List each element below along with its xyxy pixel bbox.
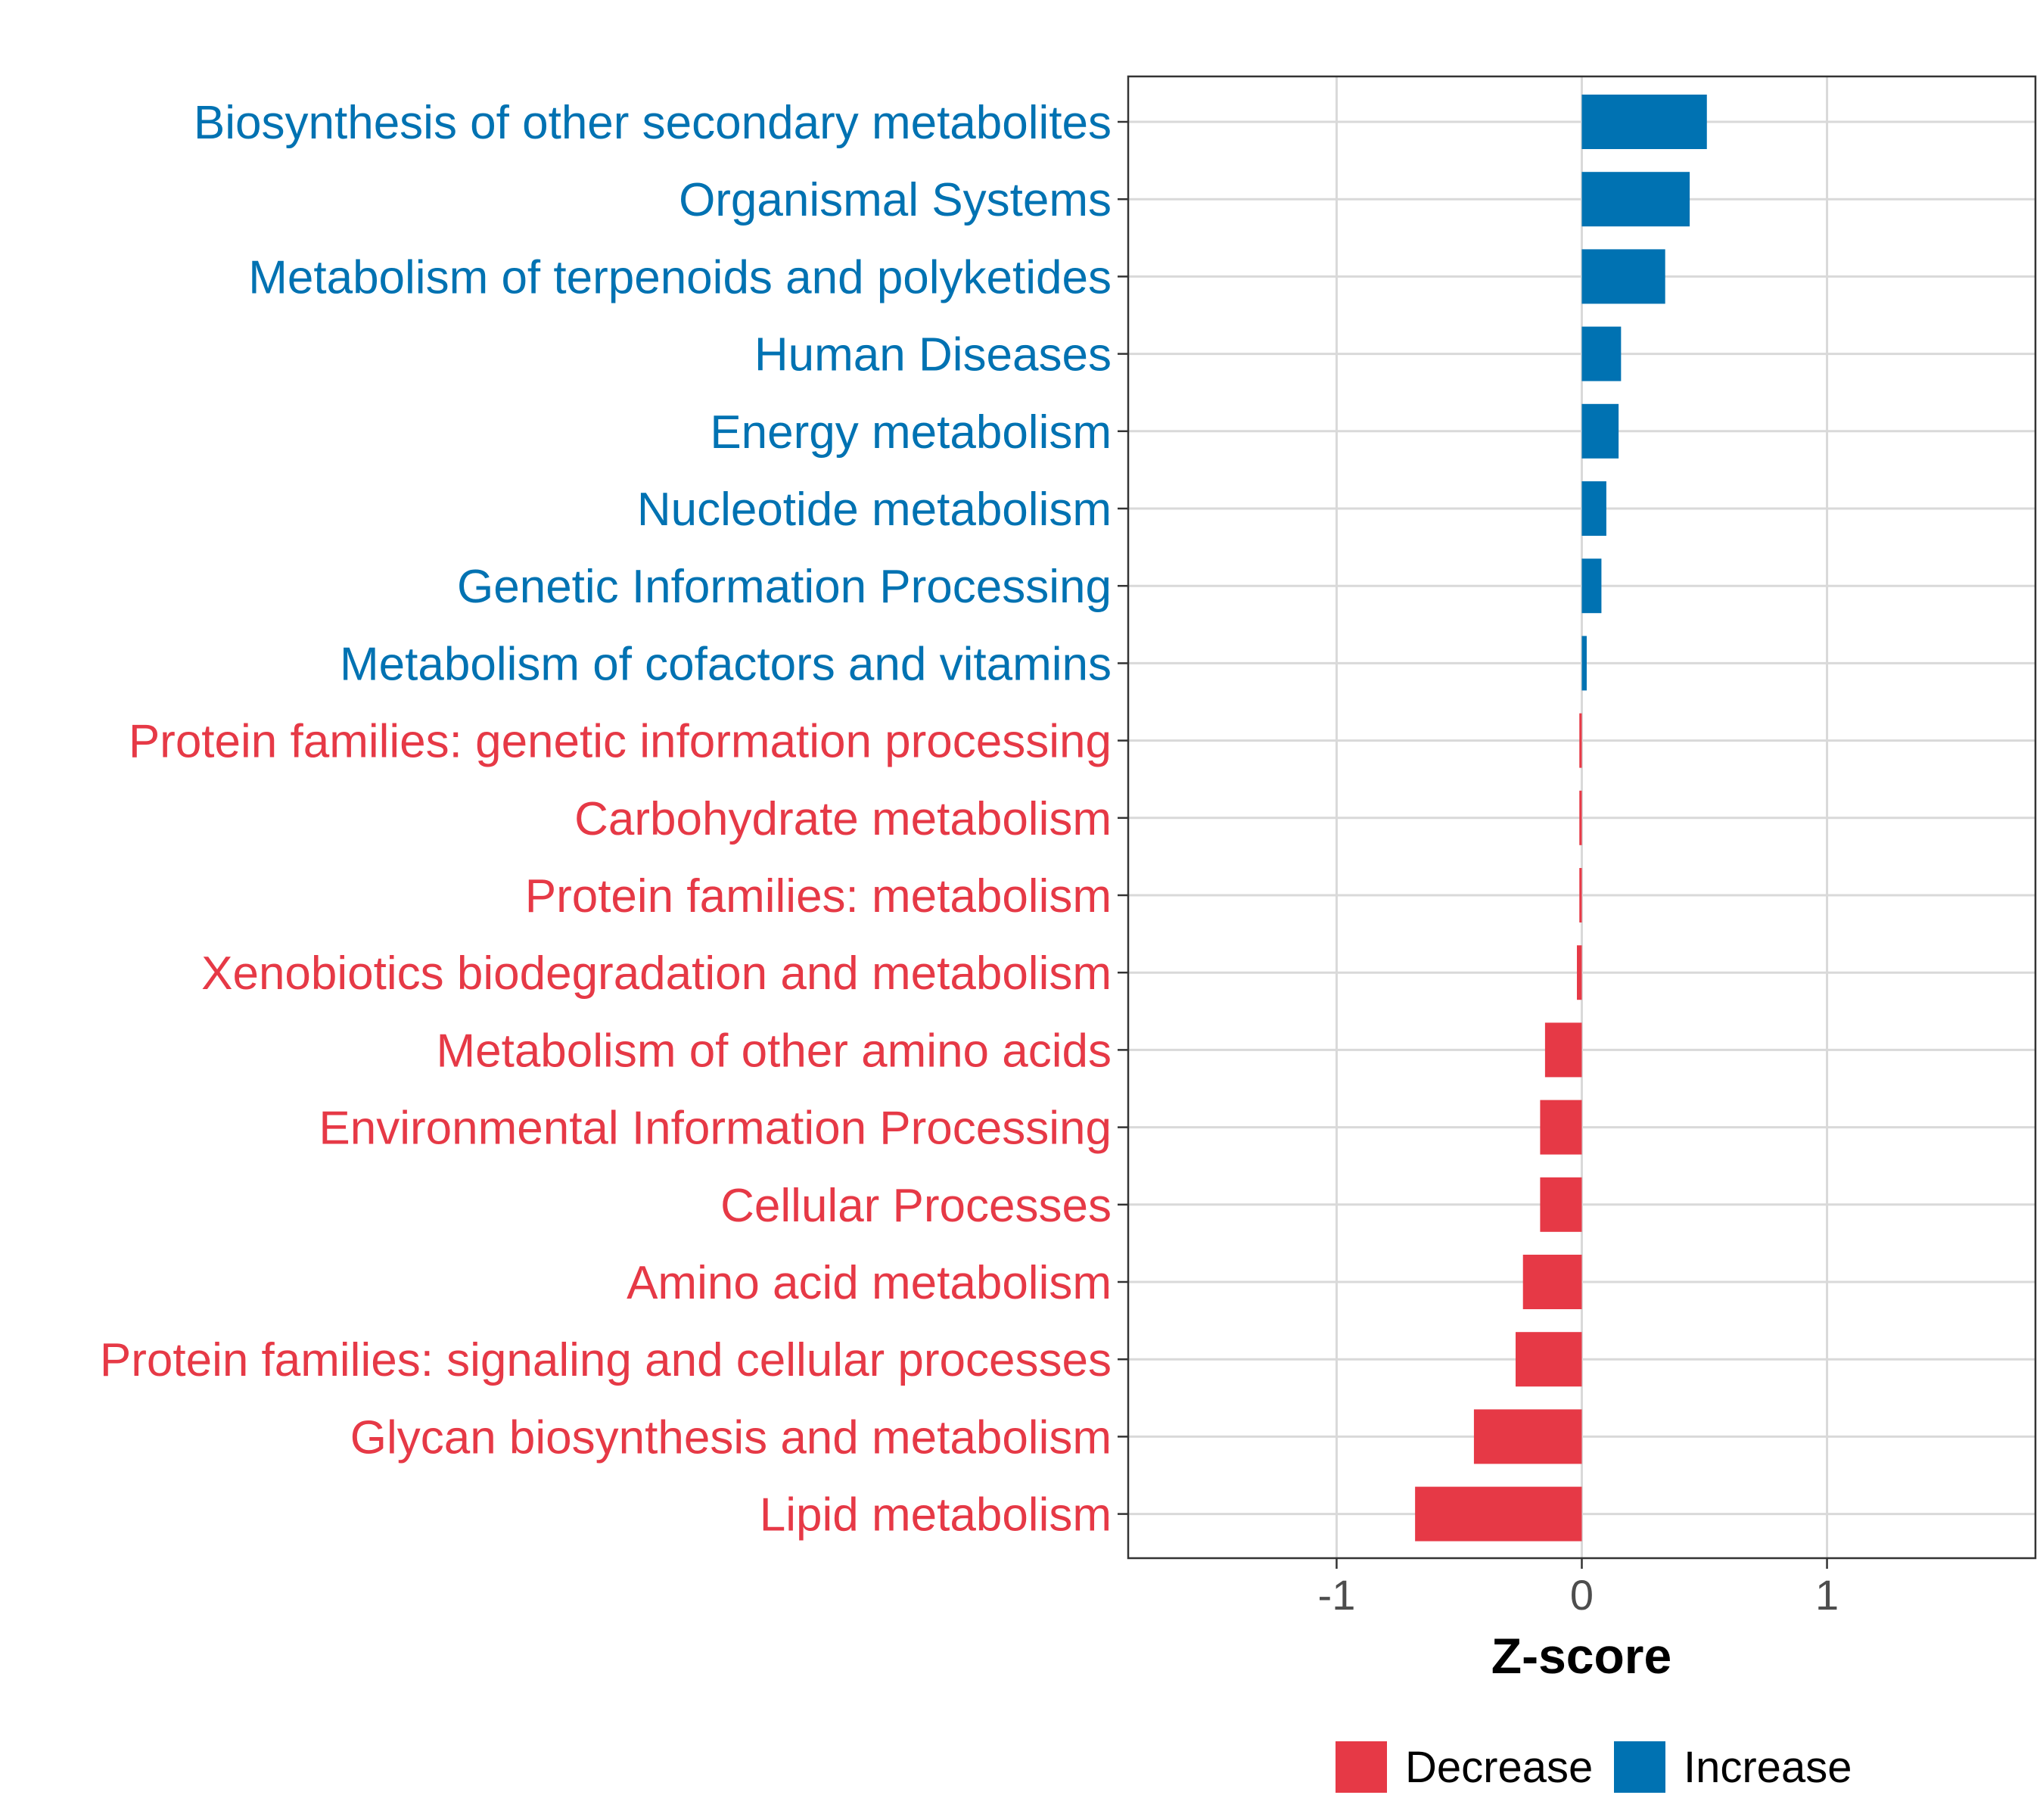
x-axis-title: Z-score xyxy=(1491,1628,1671,1684)
y-tick-label: Lipid metabolism xyxy=(760,1489,1112,1542)
bar xyxy=(1581,326,1622,381)
bar xyxy=(1581,636,1587,691)
legend: Decrease Increase xyxy=(1336,1741,1852,1793)
bar xyxy=(1581,481,1606,536)
bar xyxy=(1581,249,1665,304)
y-tick-label: Cellular Processes xyxy=(720,1180,1112,1232)
x-tick-label: 1 xyxy=(1815,1571,1839,1619)
x-tick-label: 0 xyxy=(1570,1571,1594,1619)
y-tick-label: Metabolism of cofactors and vitamins xyxy=(340,638,1112,690)
y-tick-label: Nucleotide metabolism xyxy=(637,484,1112,536)
y-axis-labels: Biosynthesis of other secondary metaboli… xyxy=(100,97,1112,1542)
bar xyxy=(1577,945,1582,1000)
bar xyxy=(1540,1177,1582,1232)
bar xyxy=(1473,1409,1582,1464)
y-tick-label: Environmental Information Processing xyxy=(319,1103,1112,1155)
bar xyxy=(1540,1100,1582,1155)
legend-swatch-increase xyxy=(1614,1741,1665,1793)
y-tick-label: Xenobiotics biodegradation and metabolis… xyxy=(201,947,1112,1000)
y-tick-label: Genetic Information Processing xyxy=(457,561,1112,613)
y-tick-label: Biosynthesis of other secondary metaboli… xyxy=(194,97,1112,149)
bar xyxy=(1544,1022,1582,1078)
bar xyxy=(1415,1486,1582,1542)
y-tick-label: Human Diseases xyxy=(754,329,1112,381)
legend-label-decrease: Decrease xyxy=(1405,1743,1593,1792)
y-tick-label: Glycan biosynthesis and metabolism xyxy=(350,1411,1112,1464)
bar xyxy=(1579,790,1582,845)
y-axis-ticks xyxy=(1118,120,1128,1515)
y-tick-label: Protein families: signaling and cellular… xyxy=(100,1334,1112,1386)
y-tick-label: Metabolism of other amino acids xyxy=(436,1025,1112,1077)
legend-swatch-decrease xyxy=(1336,1741,1387,1793)
bar xyxy=(1579,713,1582,768)
legend-label-increase: Increase xyxy=(1684,1743,1852,1792)
y-tick-label: Protein families: metabolism xyxy=(525,870,1112,922)
y-tick-label: Amino acid metabolism xyxy=(627,1257,1112,1309)
bar xyxy=(1516,1332,1582,1387)
bar xyxy=(1581,95,1707,149)
y-tick-label: Energy metabolism xyxy=(710,406,1112,459)
bar xyxy=(1579,868,1582,922)
x-axis-ticks: -1 0 1 xyxy=(1318,1558,1839,1619)
y-tick-label: Protein families: genetic information pr… xyxy=(129,716,1112,768)
y-tick-label: Metabolism of terpenoids and polyketides xyxy=(248,251,1112,303)
bar-layer xyxy=(1415,95,1707,1542)
bar xyxy=(1522,1255,1582,1309)
bar xyxy=(1581,558,1602,614)
bar xyxy=(1581,403,1619,459)
y-tick-label: Carbohydrate metabolism xyxy=(574,793,1112,845)
y-tick-label: Organismal Systems xyxy=(679,174,1112,226)
bar xyxy=(1581,172,1690,227)
x-tick-label: -1 xyxy=(1318,1571,1356,1619)
